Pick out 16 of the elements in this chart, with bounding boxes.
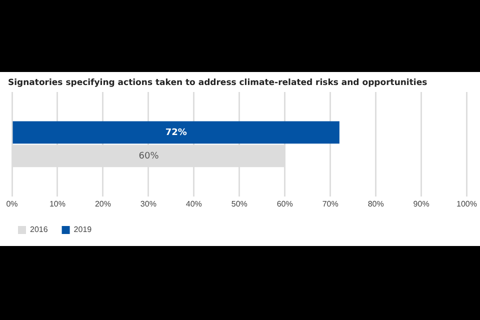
x-tick-label: 80% (368, 199, 384, 208)
x-tick-label: 100% (456, 199, 478, 208)
x-tick-label: 0% (6, 199, 18, 208)
x-tick-label: 50% (231, 199, 248, 208)
legend-label: 2016 (30, 225, 48, 234)
legend-label: 2019 (74, 225, 92, 234)
x-tick-label: 70% (322, 199, 338, 208)
x-tick-label: 90% (413, 199, 430, 208)
x-tick-label: 40% (186, 199, 202, 208)
x-tick-label: 60% (276, 199, 293, 208)
x-tick-label: 30% (140, 199, 156, 208)
data-label: 60% (138, 151, 160, 162)
data-label: 72% (165, 128, 187, 138)
chart-title: Signatories specifying actions taken to address climate-related risks and opportunities (8, 78, 428, 88)
x-tick-label: 10% (49, 199, 66, 208)
x-tick-label: 20% (94, 199, 111, 208)
